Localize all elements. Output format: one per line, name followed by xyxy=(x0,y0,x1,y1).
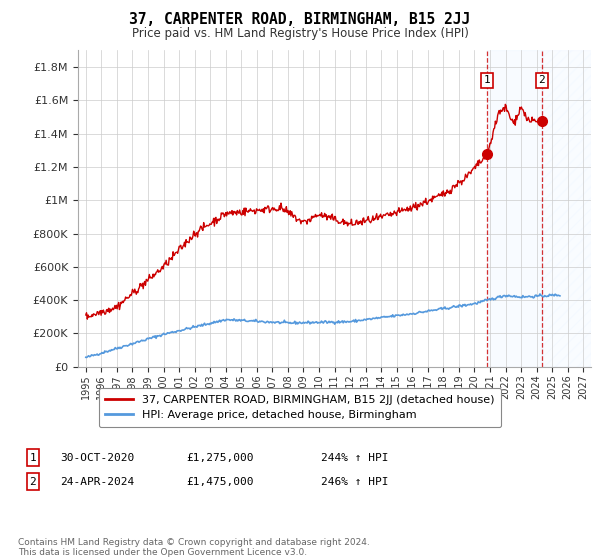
Bar xyxy=(542,50,591,367)
Bar xyxy=(487,50,542,367)
Text: 1: 1 xyxy=(484,76,491,85)
Legend: 37, CARPENTER ROAD, BIRMINGHAM, B15 2JJ (detached house), HPI: Average price, de: 37, CARPENTER ROAD, BIRMINGHAM, B15 2JJ … xyxy=(99,388,501,427)
Text: 24-APR-2024: 24-APR-2024 xyxy=(60,477,134,487)
Text: Price paid vs. HM Land Registry's House Price Index (HPI): Price paid vs. HM Land Registry's House … xyxy=(131,27,469,40)
Text: Contains HM Land Registry data © Crown copyright and database right 2024.
This d: Contains HM Land Registry data © Crown c… xyxy=(18,538,370,557)
Text: 1: 1 xyxy=(29,452,37,463)
Text: £1,475,000: £1,475,000 xyxy=(186,477,254,487)
Text: 246% ↑ HPI: 246% ↑ HPI xyxy=(321,477,389,487)
Text: £1,275,000: £1,275,000 xyxy=(186,452,254,463)
Text: 2: 2 xyxy=(29,477,37,487)
Text: 244% ↑ HPI: 244% ↑ HPI xyxy=(321,452,389,463)
Text: 30-OCT-2020: 30-OCT-2020 xyxy=(60,452,134,463)
Text: 37, CARPENTER ROAD, BIRMINGHAM, B15 2JJ: 37, CARPENTER ROAD, BIRMINGHAM, B15 2JJ xyxy=(130,12,470,27)
Text: 2: 2 xyxy=(538,76,545,85)
